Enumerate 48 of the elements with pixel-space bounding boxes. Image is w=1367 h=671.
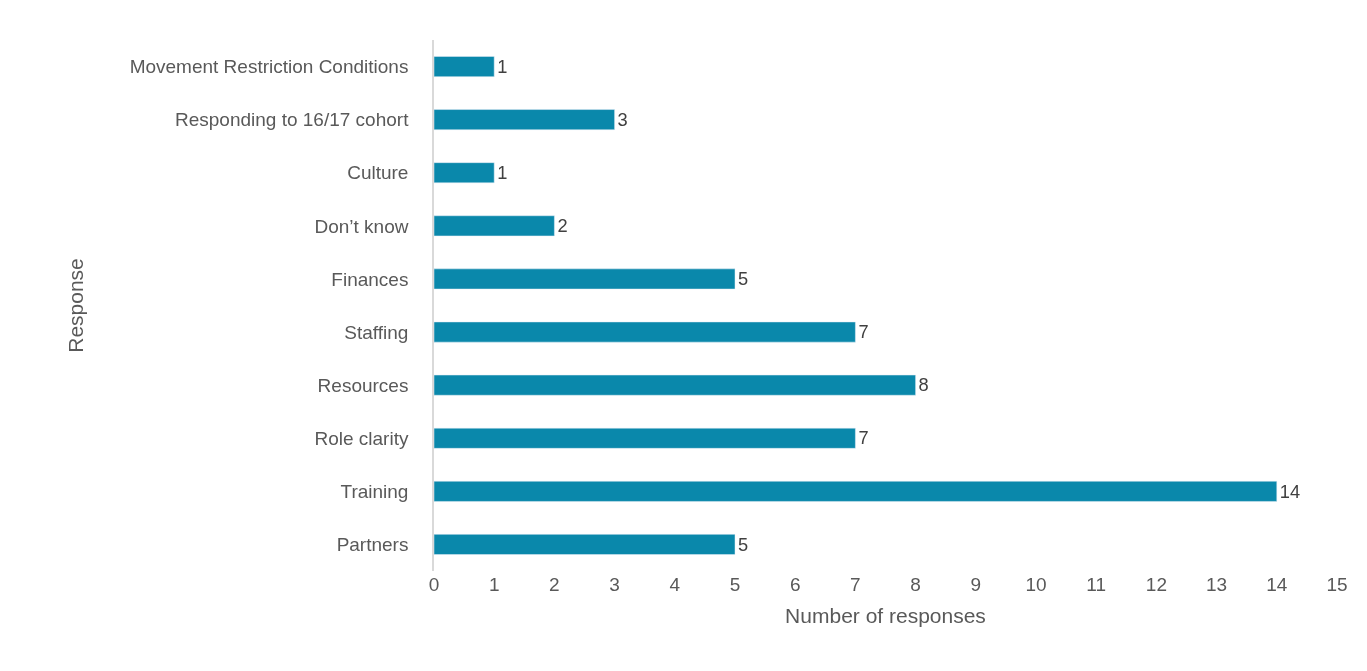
bar — [434, 109, 615, 130]
x-tick-label: 8 — [910, 574, 921, 595]
x-tick-label: 1 — [488, 574, 500, 595]
y-axis-title: Response — [64, 258, 88, 353]
x-tick-label: 7 — [850, 574, 861, 595]
x-tick-label: 13 — [1206, 574, 1228, 595]
bar — [434, 427, 856, 449]
data-label: 1 — [497, 162, 508, 183]
data-label: 8 — [918, 374, 929, 396]
data-label: 1 — [497, 55, 508, 77]
bar — [434, 268, 736, 290]
y-tick-label: Finances — [331, 268, 409, 290]
y-tick-label: Training — [340, 481, 409, 502]
x-tick-label: 5 — [729, 574, 741, 595]
y-tick-label: Don’t know — [314, 215, 409, 237]
data-label: 14 — [1279, 480, 1301, 502]
x-tick-label: 11 — [1086, 574, 1107, 595]
bar — [434, 534, 736, 555]
y-tick-label: Responding to 16/17 cohort — [175, 109, 410, 131]
x-tick-label: 9 — [970, 574, 982, 595]
x-tick-label: 6 — [789, 574, 801, 595]
y-tick-label: Staffing — [344, 321, 409, 343]
x-tick-label: 4 — [669, 574, 681, 595]
y-tick-label: Role clarity — [314, 427, 409, 449]
x-tick-label: 12 — [1145, 574, 1167, 595]
bar — [434, 162, 495, 184]
data-label: 3 — [617, 108, 628, 130]
y-tick-label: Partners — [336, 534, 409, 556]
data-label: 5 — [738, 533, 749, 555]
data-label: 7 — [858, 321, 869, 343]
bar — [434, 321, 856, 343]
bar — [434, 481, 1278, 502]
y-tick-label: Resources — [317, 374, 409, 396]
bar — [434, 56, 495, 77]
x-tick-label: 10 — [1025, 574, 1047, 595]
data-label: 2 — [557, 215, 568, 237]
x-tick-label: 2 — [549, 574, 560, 595]
y-tick-label: Culture — [347, 162, 409, 184]
x-tick-label: 15 — [1326, 574, 1348, 595]
x-axis-title: Number of responses — [785, 604, 986, 628]
data-label: 5 — [738, 268, 749, 290]
data-label: 7 — [858, 427, 869, 449]
bar — [434, 374, 916, 396]
x-tick-label: 3 — [609, 574, 620, 595]
x-tick-label: 0 — [428, 574, 440, 595]
y-tick-label: Movement Restriction Conditions — [129, 56, 409, 78]
bar — [434, 215, 555, 237]
x-tick-label: 14 — [1266, 574, 1288, 595]
